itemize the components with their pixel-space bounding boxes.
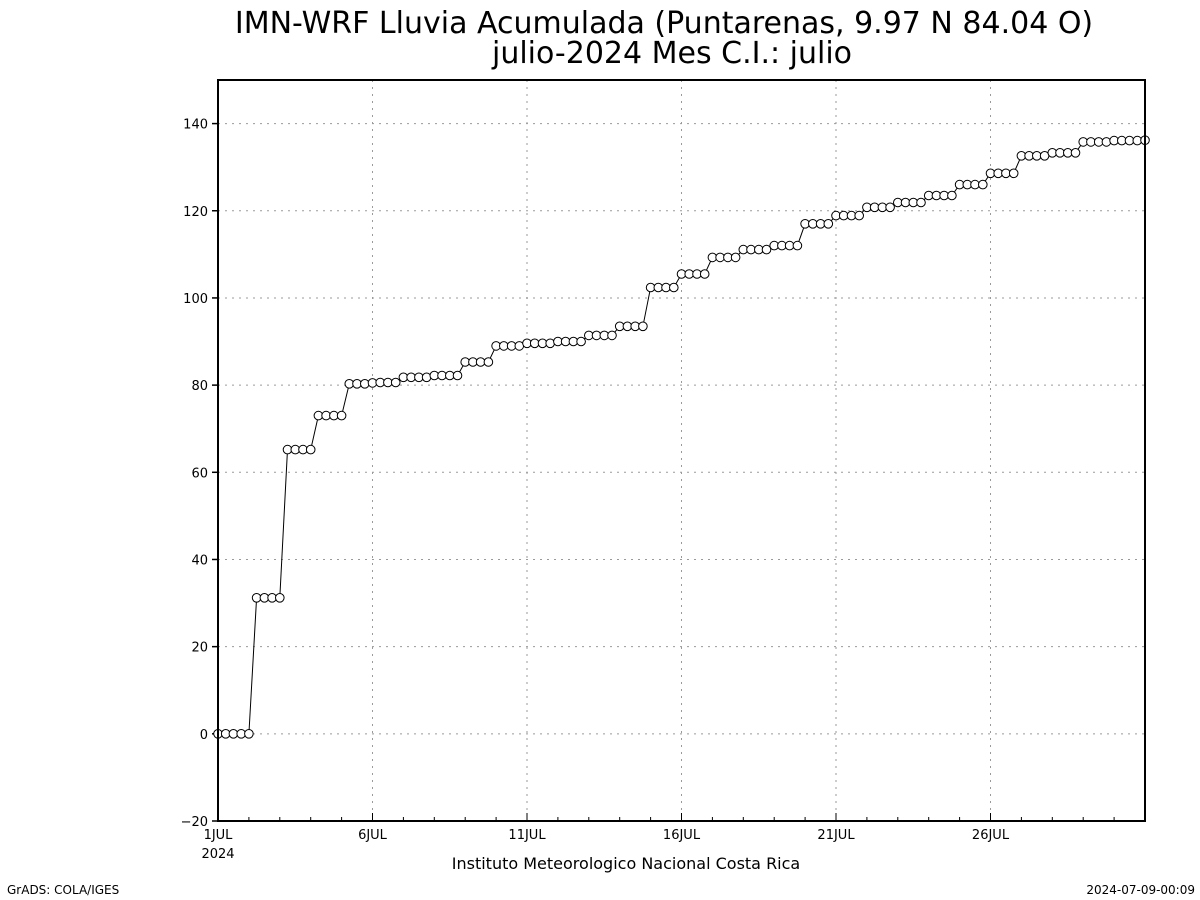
y-tick-label: 40	[191, 553, 208, 568]
data-point	[761, 244, 772, 255]
data-point	[978, 179, 988, 190]
x-tick-label: 11JUL	[508, 828, 546, 843]
y-tick-label: 20	[191, 641, 208, 656]
data-point	[854, 210, 865, 221]
data-point	[421, 372, 432, 383]
x-tick-label: 21JUL	[817, 828, 855, 843]
y-tick-label: 140	[183, 118, 208, 133]
x-tick-year-label: 2024	[201, 847, 234, 862]
data-point	[730, 252, 741, 263]
data-point	[947, 190, 957, 201]
x-tick-label: 26JUL	[972, 828, 1010, 843]
data-point	[305, 444, 316, 455]
data-point	[483, 357, 494, 367]
y-tick-label: 80	[191, 379, 208, 394]
y-tick-label: 120	[183, 205, 208, 220]
chart-subtitle: julio-2024 Mes C.I.: julio	[491, 36, 852, 71]
x-tick-label: 16JUL	[663, 828, 701, 843]
data-point	[576, 336, 586, 347]
y-tick-label: 0	[200, 728, 208, 743]
data-point	[607, 330, 617, 341]
data-point	[336, 410, 347, 421]
y-axis: −20 0 20 40 60 80 100 120 140	[181, 118, 218, 830]
data-point	[1008, 168, 1019, 179]
data-point	[1101, 137, 1112, 147]
x-axis: 1JUL 6JUL 11JUL 16JUL 21JUL 26JUL	[204, 813, 1146, 843]
data-point	[823, 219, 834, 229]
data-point	[244, 729, 254, 739]
data-point	[452, 370, 463, 381]
grid-lines	[218, 80, 1145, 821]
data-point	[916, 197, 926, 208]
y-tick-label: 100	[183, 292, 208, 307]
footer-left: GrADS: COLA/IGES	[7, 883, 119, 897]
data-point	[545, 338, 556, 349]
data-point	[792, 240, 803, 251]
data-point	[885, 202, 895, 213]
data-point	[699, 269, 710, 279]
plot-frame	[217, 79, 1146, 822]
data-point	[669, 282, 679, 293]
x-tick-label: 1JUL	[204, 828, 234, 843]
data-point	[275, 593, 285, 603]
data-point	[1070, 148, 1081, 158]
data-point	[638, 321, 648, 332]
chart-title: IMN-WRF Lluvia Acumulada (Puntarenas, 9.…	[235, 6, 1093, 41]
footer-right: 2024-07-09-00:09	[1086, 883, 1195, 897]
x-axis-label: Instituto Meteorologico Nacional Costa R…	[452, 854, 800, 873]
y-tick-label: −20	[181, 815, 208, 830]
series-line	[213, 135, 1150, 739]
x-tick-label: 6JUL	[358, 828, 388, 843]
y-tick-label: 60	[191, 466, 208, 481]
data-point	[390, 377, 401, 388]
